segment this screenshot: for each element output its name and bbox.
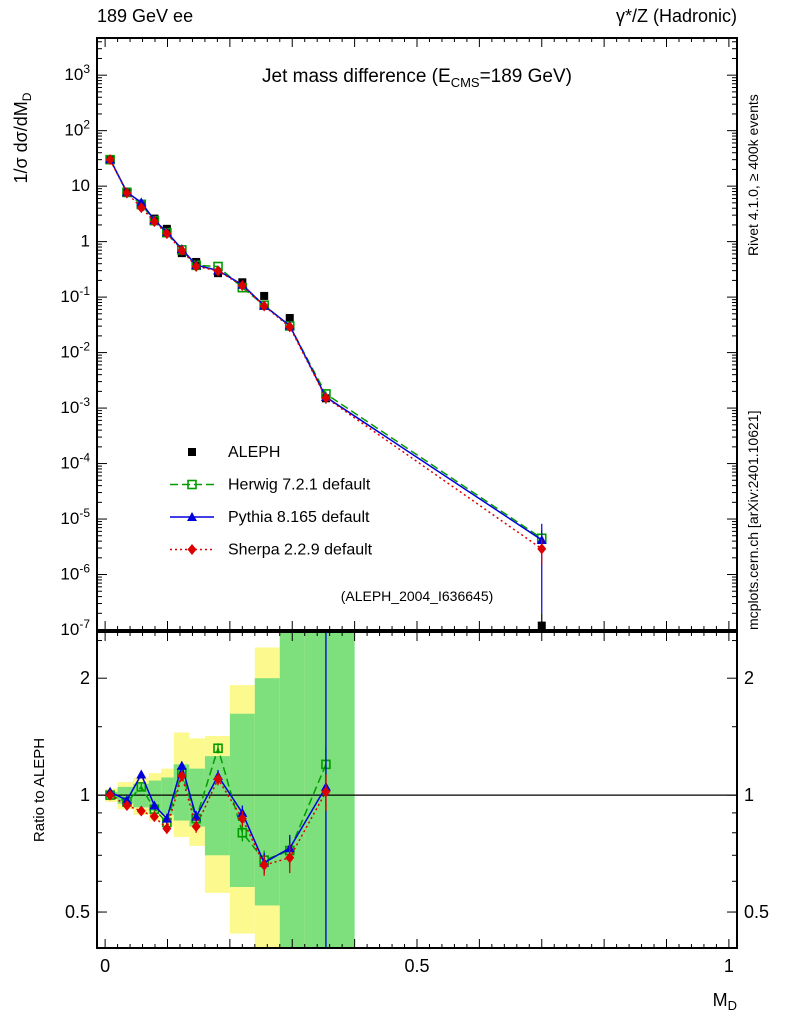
ratio-tick-label: 1 (80, 785, 90, 805)
ratio-tick-label: 0.5 (65, 902, 90, 922)
y-tick-label: 10-7 (60, 617, 90, 639)
beam-energy-label: 189 GeV ee (97, 6, 194, 26)
ratio-frame (96, 631, 738, 949)
mcplots-watermark: mcplots.cern.ch [arXiv:2401.10621] (745, 411, 761, 630)
y-axis-title: 1/σ dσ/dMD (11, 92, 34, 183)
y-tick-label: 1 (81, 232, 90, 251)
plot-title: Jet mass difference (ECMS=189 GeV) (262, 66, 572, 90)
legend-item-aleph: ALEPH (188, 444, 280, 461)
y-tick-label: 10-3 (60, 395, 90, 417)
band-inner (254, 678, 280, 906)
band-inner (279, 632, 305, 948)
y-tick-label: 10-2 (60, 340, 90, 362)
series-ratio-sherpa-2-2-9-default (105, 770, 331, 876)
legend-item-pythia-8-165-default: Pythia 8.165 default (170, 509, 370, 526)
figure-header: 189 GeV ee γ*/Z (Hadronic) (97, 6, 737, 27)
x-tick-label: 0.5 (404, 956, 429, 976)
ratio-axis-title: Ratio to ALEPH (31, 738, 48, 842)
y-tick-label: 10-6 (60, 562, 90, 584)
legend-label: ALEPH (228, 444, 280, 461)
legend-item-herwig-7-2-1-default: Herwig 7.2.1 default (170, 477, 371, 494)
y-tick-label: 10-1 (60, 284, 90, 306)
y-tick-label: 10 (71, 176, 90, 195)
rivet-version-watermark: Rivet 4.1.0, ≥ 400k events (745, 94, 761, 256)
legend-label: Herwig 7.2.1 default (228, 477, 371, 494)
x-axis-title: MD (713, 990, 737, 1013)
band-inner (148, 780, 162, 812)
process-label: γ*/Z (Hadronic) (615, 6, 737, 26)
series-main-sherpa-2-2-9-default (105, 154, 547, 565)
legend-item-sherpa-2-2-9-default: Sherpa 2.2.9 default (170, 542, 373, 559)
y-tick-label: 10-5 (60, 506, 90, 528)
ratio-tick-label: 2 (80, 668, 90, 688)
ratio-tick-label: 2 (744, 668, 754, 688)
x-tick-label: 0 (100, 956, 110, 976)
y-tick-label: 10-4 (60, 451, 90, 473)
x-tick-label: 1 (724, 956, 734, 976)
band-inner (189, 768, 205, 827)
ratio-tick-label: 1 (744, 785, 754, 805)
legend: ALEPH Herwig 7.2.1 default Pythia 8.165 de… (170, 444, 373, 559)
ratio-tick-label: 0.5 (744, 902, 769, 922)
main-panel (97, 38, 737, 630)
main-frame (96, 37, 738, 631)
legend-label: Pythia 8.165 default (228, 509, 370, 526)
y-tick-label: 103 (64, 62, 90, 84)
analysis-watermark: (ALEPH_2004_I636645) (341, 588, 494, 604)
legend-label: Sherpa 2.2.9 default (228, 542, 373, 559)
y-tick-label: 102 (64, 118, 90, 140)
